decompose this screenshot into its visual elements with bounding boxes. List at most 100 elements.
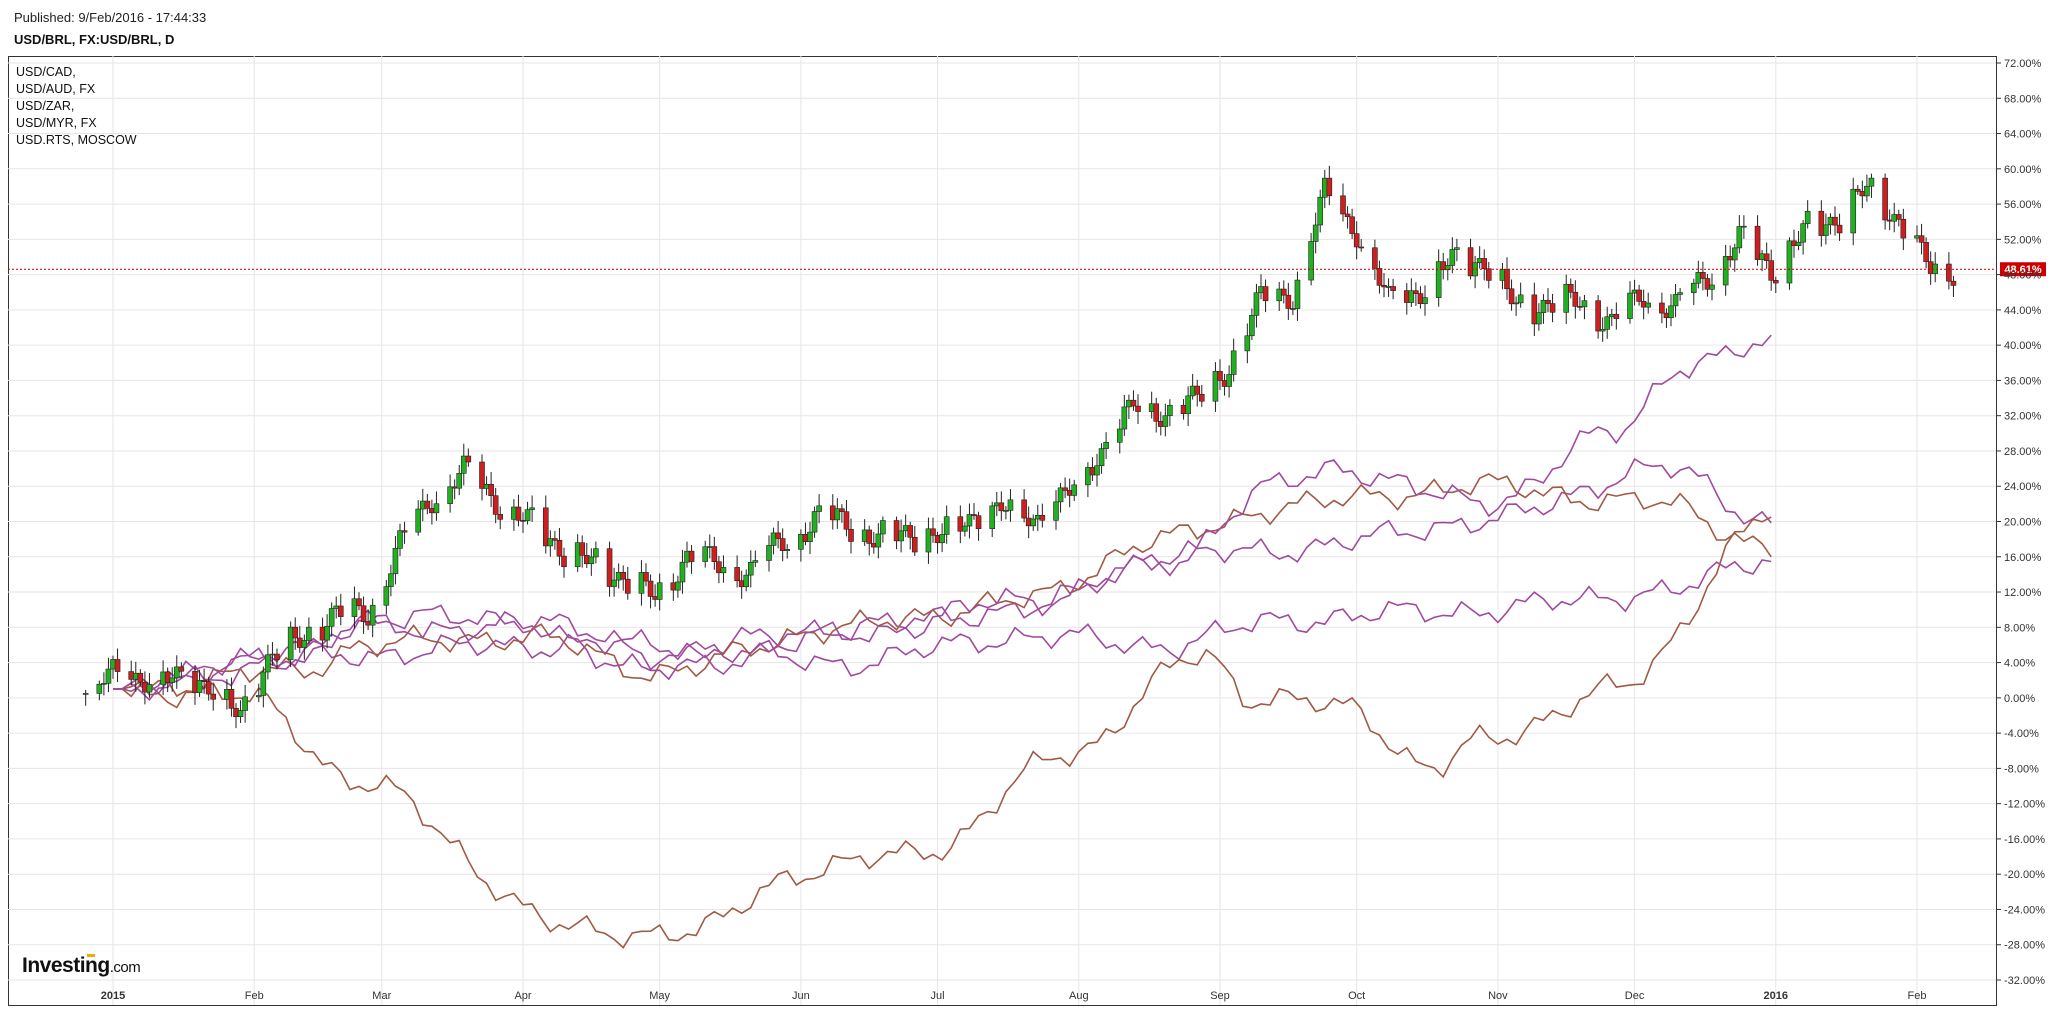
candle-down xyxy=(210,693,217,700)
candle-down xyxy=(1772,280,1779,284)
candle-up xyxy=(1800,223,1806,243)
candle-down xyxy=(296,637,303,648)
comparison-series-line xyxy=(112,559,1772,695)
candle-up xyxy=(1668,305,1674,319)
candle-down xyxy=(1157,421,1164,427)
candle-down xyxy=(1882,177,1888,221)
candle-up xyxy=(1444,265,1451,271)
candle-down xyxy=(1918,235,1925,243)
candle-down xyxy=(1413,290,1419,294)
candle-up xyxy=(1226,374,1232,387)
candle-down xyxy=(1194,385,1201,395)
y-tick-label: 4.00% xyxy=(2004,658,2035,670)
candle-up xyxy=(962,525,968,532)
x-tick-label: Mar xyxy=(372,990,391,1002)
candle-up xyxy=(1627,292,1633,319)
candle-down xyxy=(492,495,499,515)
y-tick-label: 24.00% xyxy=(2004,481,2042,493)
candle-up xyxy=(684,550,690,563)
candle-down xyxy=(1481,258,1488,270)
x-tick-label: Aug xyxy=(1069,990,1089,1002)
candle-up xyxy=(265,654,271,673)
candle-up xyxy=(898,530,904,542)
y-tick-label: -24.00% xyxy=(2004,904,2045,916)
candle-down xyxy=(515,506,522,521)
candle-down xyxy=(1700,272,1706,279)
candle-down xyxy=(1353,233,1360,248)
candle-down xyxy=(957,516,964,532)
candle-up xyxy=(811,511,818,533)
candle-down xyxy=(1089,467,1096,476)
candle-down xyxy=(606,548,613,587)
candle-down xyxy=(711,546,718,563)
candle-up xyxy=(807,531,813,543)
legend-entry-usd-cad[interactable]: USD/CAD, xyxy=(16,65,76,79)
candle-up xyxy=(110,659,116,670)
legend-entry-usd-zar[interactable]: USD/ZAR, xyxy=(16,99,75,113)
chart-symbol-title: USD/BRL, FX:USD/BRL, D xyxy=(14,32,175,47)
candle-up xyxy=(747,561,754,576)
candle-up xyxy=(1053,501,1059,521)
brand-dot-mark xyxy=(87,954,95,957)
candle-up xyxy=(1308,241,1314,281)
candle-down xyxy=(561,555,567,568)
candle-down xyxy=(228,689,235,709)
candle-up xyxy=(1563,284,1570,313)
candle-up xyxy=(1385,286,1392,288)
candle-down xyxy=(1344,213,1351,218)
candle-up xyxy=(702,546,709,562)
candle-down xyxy=(479,461,485,489)
candle-up xyxy=(1085,467,1091,486)
candle-down xyxy=(1417,293,1424,305)
candle-up xyxy=(834,508,841,521)
candle-up xyxy=(611,579,617,587)
candle-down xyxy=(1595,300,1601,332)
candle-up xyxy=(1162,415,1169,427)
legend-entry-usd-aud[interactable]: USD/AUD, FX xyxy=(16,82,96,96)
candle-up xyxy=(419,500,426,510)
candle-up xyxy=(1422,297,1428,305)
candle-down xyxy=(1467,247,1474,277)
candle-up xyxy=(816,505,822,512)
y-tick-label: 56.00% xyxy=(2004,199,2042,211)
candle-down xyxy=(1504,269,1510,290)
candle-up xyxy=(351,598,358,617)
candle-down xyxy=(142,681,148,693)
y-tick-label: 48.00% xyxy=(2004,270,2042,282)
candle-down xyxy=(114,659,121,672)
candle-up xyxy=(397,530,403,549)
candle-down xyxy=(1440,261,1447,271)
candle-down xyxy=(1062,487,1068,491)
candle-up xyxy=(1212,371,1219,402)
candle-up xyxy=(706,546,713,548)
candle-down xyxy=(1946,263,1952,282)
candle-down xyxy=(1376,268,1383,286)
candle-down xyxy=(1280,288,1287,296)
candle-up xyxy=(1121,406,1128,430)
candle-up xyxy=(1244,335,1251,352)
candle-down xyxy=(1577,306,1583,308)
y-tick-label: 20.00% xyxy=(2004,517,2042,529)
y-tick-label: 40.00% xyxy=(2004,340,2042,352)
candle-down xyxy=(319,626,326,641)
candle-down xyxy=(1217,371,1223,381)
candle-down xyxy=(1508,288,1515,305)
candle-up xyxy=(1786,240,1793,284)
candle-up xyxy=(82,693,89,695)
candlestick-layer xyxy=(82,165,1957,729)
candle-up xyxy=(1148,403,1155,412)
candle-down xyxy=(1531,294,1538,325)
candle-up xyxy=(1604,316,1611,330)
candle-up xyxy=(1795,241,1802,246)
y-tick-label: 0.00% xyxy=(2004,693,2035,705)
y-tick-label: 36.00% xyxy=(2004,375,2042,387)
legend-entry-usd-rts[interactable]: USD.RTS, MOSCOW xyxy=(16,133,137,147)
legend-entry-usd-myr[interactable]: USD/MYR, FX xyxy=(16,116,97,130)
price-chart[interactable]: 48.61% 72.00% 68.00% 64.00% 60.00% 56.00% 52.… xyxy=(8,56,2053,1006)
candle-up xyxy=(880,520,886,535)
candle-up xyxy=(679,561,686,583)
candle-up xyxy=(1253,292,1260,316)
candle-up xyxy=(1513,302,1519,305)
candle-down xyxy=(178,666,185,672)
candle-down xyxy=(1704,278,1711,290)
